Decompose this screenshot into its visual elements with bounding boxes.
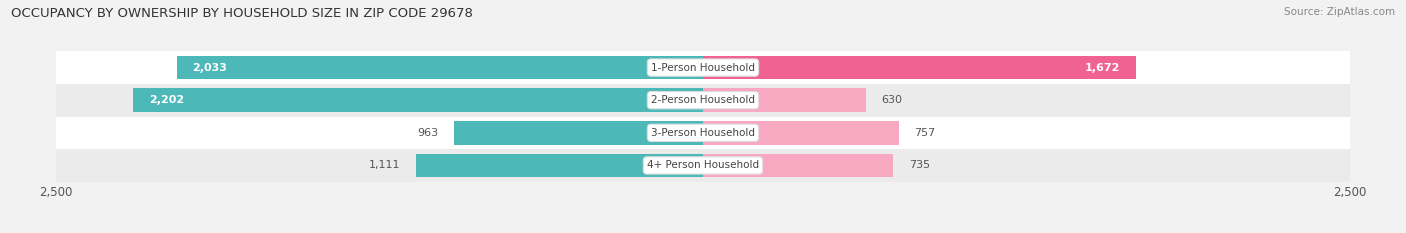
Bar — [703, 56, 1136, 79]
Bar — [177, 56, 703, 79]
Text: 757: 757 — [914, 128, 935, 138]
Text: 3-Person Household: 3-Person Household — [651, 128, 755, 138]
Text: 1-Person Household: 1-Person Household — [651, 63, 755, 72]
Bar — [416, 154, 703, 177]
Text: 630: 630 — [882, 95, 903, 105]
Bar — [56, 51, 1350, 84]
Text: OCCUPANCY BY OWNERSHIP BY HOUSEHOLD SIZE IN ZIP CODE 29678: OCCUPANCY BY OWNERSHIP BY HOUSEHOLD SIZE… — [11, 7, 474, 20]
Bar — [56, 84, 1350, 116]
Text: 963: 963 — [418, 128, 439, 138]
Text: 4+ Person Household: 4+ Person Household — [647, 161, 759, 170]
Text: 1,672: 1,672 — [1084, 63, 1121, 72]
Bar — [56, 149, 1350, 182]
Text: Source: ZipAtlas.com: Source: ZipAtlas.com — [1284, 7, 1395, 17]
Text: 1,111: 1,111 — [368, 161, 401, 170]
Bar — [703, 121, 898, 144]
Bar — [56, 116, 1350, 149]
Text: 2-Person Household: 2-Person Household — [651, 95, 755, 105]
Text: 2,033: 2,033 — [193, 63, 228, 72]
Bar — [134, 89, 703, 112]
Bar — [703, 89, 866, 112]
Bar — [703, 154, 893, 177]
Bar — [454, 121, 703, 144]
Text: 2,202: 2,202 — [149, 95, 184, 105]
Text: 735: 735 — [908, 161, 929, 170]
